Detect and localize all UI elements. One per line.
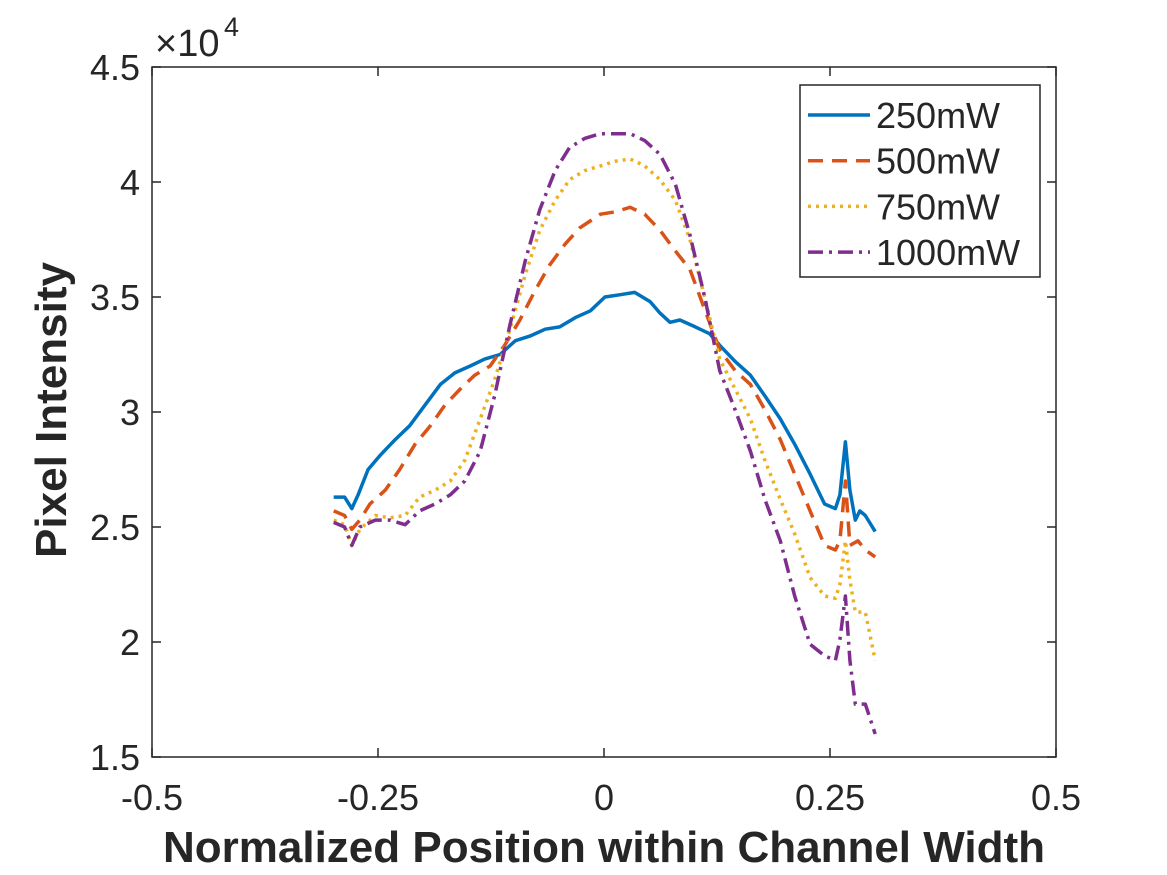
y-tick-label: 4	[120, 162, 140, 203]
y-tick-label: 3.5	[90, 277, 140, 318]
y-axis: 1.5 2 2.5 3 3.5 4 4.5	[90, 47, 1056, 778]
y-tick-label: 3	[120, 392, 140, 433]
legend-label: 1000mW	[876, 232, 1020, 273]
x-tick-label: -0.5	[121, 777, 183, 818]
legend-item-1000mW: 1000mW	[808, 232, 1020, 273]
y-tick-label: 2	[120, 622, 140, 663]
y-tick-label: 1.5	[90, 737, 140, 778]
legend-box	[799, 84, 1041, 278]
x-axis: -0.5 -0.25 0 0.25 0.5	[121, 67, 1081, 818]
y-axis-multiplier-exponent: 4	[224, 12, 239, 42]
legend-item-250mW: 250mW	[808, 95, 1000, 136]
y-axis-multiplier-base: ×10	[155, 23, 219, 65]
series-line-750mW	[333, 157, 877, 661]
legend-label: 500mW	[876, 141, 1000, 182]
x-tick-label: -0.25	[337, 777, 419, 818]
x-tick-label: 0	[594, 777, 614, 818]
y-axis-multiplier: ×10 4	[155, 12, 239, 65]
legend-label: 750mW	[876, 186, 1000, 227]
series-line-250mW	[333, 290, 877, 533]
x-tick-label: 0.25	[795, 777, 865, 818]
x-axis-label: Normalized Position within Channel Width	[163, 823, 1045, 872]
y-tick-label: 2.5	[90, 507, 140, 548]
y-axis-label: Pixel Intensity	[27, 262, 76, 558]
legend-item-750mW: 750mW	[808, 186, 1000, 227]
series-line-1000mW	[333, 131, 877, 735]
legend-label: 250mW	[876, 95, 1000, 136]
y-tick-label: 4.5	[90, 47, 140, 88]
series-layer	[333, 131, 877, 735]
x-tick-label: 0.5	[1031, 777, 1081, 818]
series-line-500mW	[333, 205, 877, 559]
legend-item-500mW: 500mW	[808, 141, 1000, 182]
plot-area-box	[151, 66, 1057, 758]
